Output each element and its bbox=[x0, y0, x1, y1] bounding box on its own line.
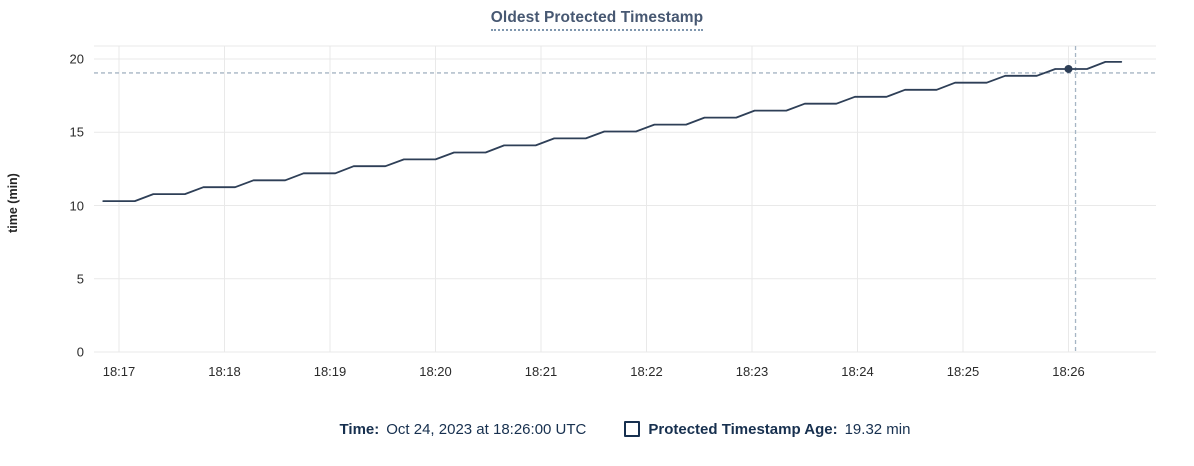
time-label: Time: bbox=[339, 420, 380, 438]
y-tick-label: 0 bbox=[76, 344, 84, 360]
x-tick-label: 18:21 bbox=[524, 364, 558, 379]
series-value: 19.32 min bbox=[844, 420, 911, 438]
x-tick-label: 18:18 bbox=[208, 364, 241, 379]
series-label: Protected Timestamp Age: bbox=[648, 420, 838, 438]
y-tick-label: 20 bbox=[69, 51, 84, 67]
y-tick-label: 10 bbox=[69, 198, 84, 213]
x-tick-label: 18:24 bbox=[841, 364, 874, 379]
hovered-point-dot bbox=[1064, 64, 1073, 73]
legend-series-toggle[interactable]: Protected Timestamp Age: 19.32 min bbox=[624, 421, 910, 438]
x-tick-label: 18:17 bbox=[102, 364, 136, 379]
y-axis-title: time (min) bbox=[6, 173, 20, 233]
x-tick-label: 18:22 bbox=[630, 364, 663, 379]
series-swatch-icon bbox=[624, 421, 641, 437]
y-tick-label: 5 bbox=[76, 271, 84, 287]
time-value: Oct 24, 2023 at 18:26:00 UTC bbox=[386, 420, 587, 438]
x-tick-label: 18:19 bbox=[313, 364, 347, 379]
x-tick-label: 18:20 bbox=[419, 364, 452, 379]
chart-title[interactable]: Oldest Protected Timestamp bbox=[490, 9, 704, 31]
line-chart-canvas bbox=[94, 45, 1156, 353]
plot-area[interactable] bbox=[94, 46, 1156, 352]
x-tick-label: 18:25 bbox=[946, 364, 980, 379]
series-line bbox=[102, 61, 1123, 203]
hover-legend: Time: Oct 24, 2023 at 18:26:00 UTC Prote… bbox=[94, 417, 1156, 441]
chart-title-row: Oldest Protected Timestamp bbox=[0, 9, 1194, 31]
x-tick-label: 18:23 bbox=[735, 364, 769, 379]
x-tick-label: 18:26 bbox=[1052, 364, 1085, 379]
y-tick-label: 15 bbox=[69, 124, 84, 140]
